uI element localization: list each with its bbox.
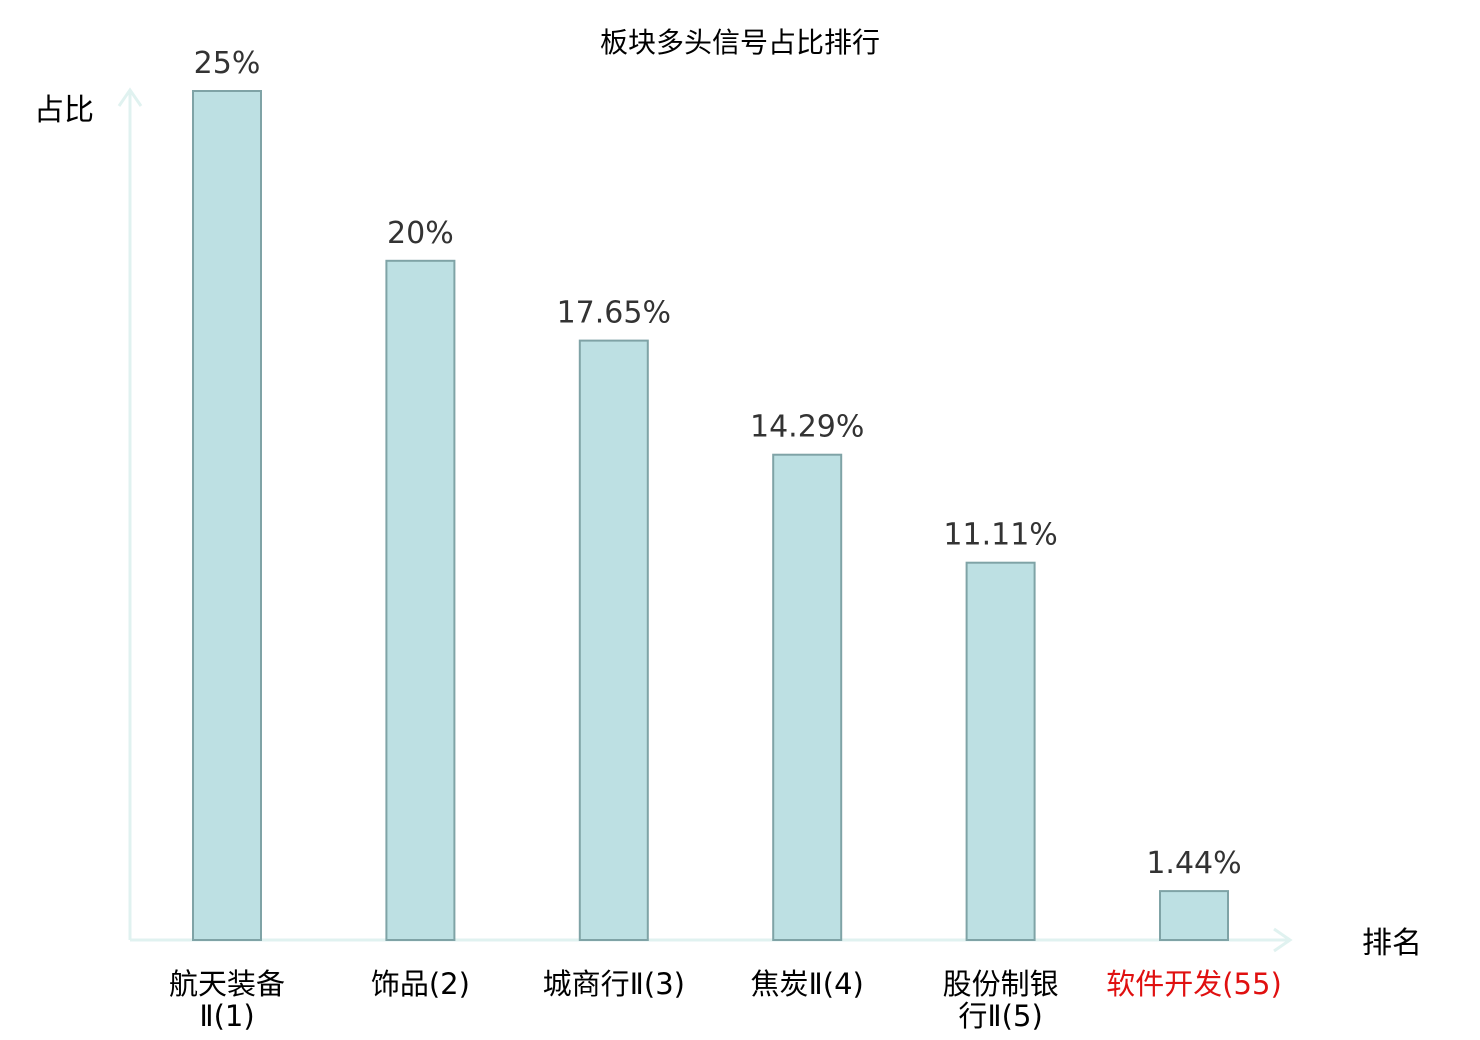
category-label-4: 焦炭Ⅱ(4) <box>751 967 864 1001</box>
bar-2 <box>385 259 456 941</box>
bars <box>192 90 1229 941</box>
category-label-2: 饰品(2) <box>371 967 470 1001</box>
bar-3 <box>578 339 649 941</box>
y-axis-label: 占比 <box>34 93 94 128</box>
value-label-2: 20% <box>387 216 454 251</box>
value-label-6: 1.44% <box>1146 846 1241 881</box>
category-label-3: 城商行Ⅱ(3) <box>543 967 685 1001</box>
x-axis-arrow <box>1273 927 1293 953</box>
y-axis-arrow <box>117 87 143 107</box>
axes <box>117 87 1293 953</box>
category-label-line: 股份制银 <box>943 967 1059 1001</box>
category-label-line: 焦炭Ⅱ(4) <box>751 967 864 1001</box>
category-label-1: 航天装备 Ⅱ(1) <box>169 967 285 1033</box>
bar-6 <box>1159 890 1229 941</box>
category-label-line: 城商行Ⅱ(3) <box>543 967 685 1001</box>
category-label-5: 股份制银行Ⅱ(5) <box>943 967 1059 1033</box>
category-label-line: 饰品(2) <box>371 967 470 1001</box>
category-label-line: 行Ⅱ(5) <box>958 999 1042 1033</box>
x-axis-label: 排名 <box>1362 926 1422 961</box>
bar-1 <box>192 90 262 941</box>
category-label-line: Ⅱ(1) <box>199 999 254 1033</box>
category-labels: 航天装备 Ⅱ(1) 饰品(2) 城商行Ⅱ(3) 焦炭Ⅱ(4) 股份制银行Ⅱ(5) 软件开发(… <box>169 967 1282 1033</box>
value-label-1: 25% <box>194 46 261 81</box>
bar-4 <box>772 453 843 941</box>
value-label-4: 14.29% <box>750 410 864 445</box>
value-label-3: 17.65% <box>557 296 671 331</box>
value-labels: 25% 20% 17.65% 14.29% 11.11% 1.44% <box>194 46 1242 881</box>
category-label-6: 软件开发(55) <box>1106 967 1282 1001</box>
category-label-line: 软件开发(55) <box>1106 967 1282 1001</box>
category-label-line: 航天装备 <box>169 967 285 1001</box>
chart-title: 板块多头信号占比排行 <box>600 26 880 59</box>
bar-5 <box>965 561 1036 941</box>
value-label-5: 11.11% <box>943 518 1057 553</box>
